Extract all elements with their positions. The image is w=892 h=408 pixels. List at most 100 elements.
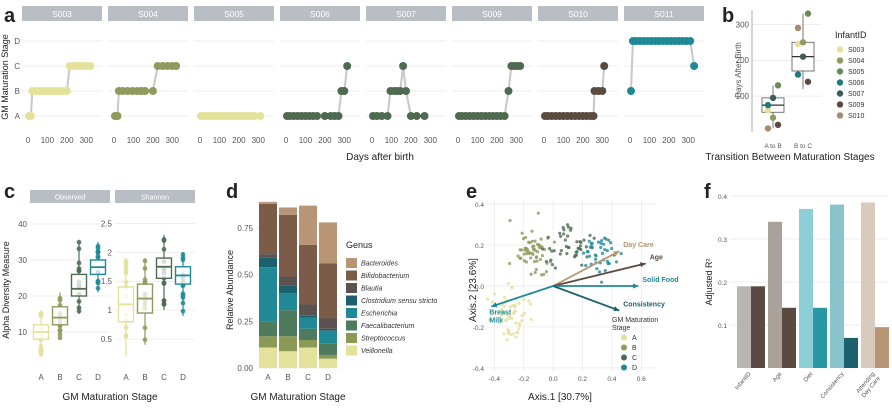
panel-e-point bbox=[486, 297, 490, 301]
panel-e-point bbox=[528, 302, 533, 306]
panel-d-bar-segment bbox=[319, 222, 337, 264]
panel-c-ytick: 2 bbox=[108, 248, 113, 257]
panel-d-bar-segment bbox=[259, 267, 277, 322]
panel-b-point-S004 bbox=[799, 39, 807, 46]
panel-c-chart: Alpha Diversity Measure Observed 10 20 30 40 A… bbox=[1, 190, 195, 403]
panel-a-xtick: 300 bbox=[510, 136, 524, 145]
panel-d-legend-label: Veillonella bbox=[361, 348, 393, 355]
panel-e-point bbox=[521, 237, 526, 241]
panel-e-ylabel: Axis.2 [23.6%] bbox=[468, 258, 479, 322]
panel-label-c: c bbox=[4, 181, 15, 203]
panel-a-point-S004 bbox=[172, 62, 181, 70]
panel-c-point bbox=[161, 301, 167, 307]
panel-c-point bbox=[123, 265, 129, 271]
panel-f-bar bbox=[737, 286, 751, 368]
panel-e-arrow-label-1: Age bbox=[650, 254, 663, 261]
panel-a-xtick: 300 bbox=[338, 136, 352, 145]
panel-e-point bbox=[513, 303, 517, 307]
panel-e-point bbox=[589, 242, 593, 246]
panel-b-legend-label: S005 bbox=[848, 69, 864, 76]
panel-a-strip-label-S009: S009 bbox=[482, 9, 502, 19]
panel-c-point bbox=[123, 325, 129, 330]
panel-a-strip-S009 bbox=[452, 6, 532, 21]
panel-e-point bbox=[520, 314, 524, 318]
panel-d-legend-swatch bbox=[346, 283, 357, 293]
panel-e-point bbox=[529, 317, 533, 321]
panel-e-point bbox=[522, 252, 526, 256]
panel-e-point bbox=[532, 247, 536, 251]
panel-e-legend-label: C bbox=[632, 355, 637, 362]
panel-c-strip-label: Observed bbox=[55, 195, 85, 202]
panel-c-point bbox=[142, 337, 148, 343]
panel-e-point bbox=[502, 310, 506, 314]
panel-a-strip-label-S004: S004 bbox=[138, 9, 158, 19]
panel-a-point-S007 bbox=[377, 112, 386, 120]
panel-e-point bbox=[509, 332, 513, 337]
panel-a-xtick: 100 bbox=[643, 136, 657, 145]
panel-e-point bbox=[532, 259, 537, 264]
panel-e-chart: -0.4 -0.2 0.0 0.2 0.4 0.6 -0.4 -0.2 0.0 0.2 0.4 Day… bbox=[468, 200, 679, 403]
panel-b-legend-swatch bbox=[836, 68, 844, 75]
panel-e-point bbox=[519, 256, 523, 260]
panel-a-xtick: 300 bbox=[424, 136, 438, 145]
panel-d-ytick: 0.75 bbox=[237, 224, 253, 233]
panel-d-bar-segment bbox=[299, 315, 317, 318]
panel-e-arrow-label-2: Solid Food bbox=[642, 277, 678, 284]
panel-d-legend-swatch bbox=[346, 308, 357, 318]
panel-a-strip-label-S011: S011 bbox=[654, 9, 673, 19]
panel-c-xtick: B bbox=[57, 373, 62, 382]
panel-f-bar bbox=[861, 202, 875, 368]
panel-a-point-S007 bbox=[399, 62, 408, 70]
panel-a-point-S007 bbox=[420, 112, 429, 120]
panel-b-legend-label: S010 bbox=[848, 113, 864, 120]
panel-a-stage-tick-A: A bbox=[15, 112, 21, 121]
panel-e-point bbox=[552, 240, 557, 244]
panel-e-legend-swatch bbox=[621, 364, 627, 371]
panel-a-xtick: 200 bbox=[146, 136, 160, 145]
panel-e-point bbox=[567, 245, 571, 250]
panel-e-point bbox=[517, 322, 521, 326]
panel-a-strip-S005 bbox=[194, 6, 274, 21]
panel-e-point bbox=[572, 255, 577, 259]
panel-e-point bbox=[503, 304, 507, 308]
panel-e-point bbox=[603, 269, 607, 273]
panel-b-point-S005 bbox=[804, 10, 812, 17]
panel-c-ytick: 2.5 bbox=[101, 219, 113, 228]
panel-e-point bbox=[562, 232, 566, 236]
panel-e-point bbox=[533, 239, 537, 243]
panel-e-point bbox=[506, 328, 510, 332]
panel-e-point bbox=[594, 257, 598, 261]
panel-c-point bbox=[57, 331, 63, 337]
panel-e-point bbox=[536, 250, 540, 254]
panel-d-ytick: 0.00 bbox=[237, 364, 253, 373]
panel-a-point-S011 bbox=[627, 87, 635, 95]
panel-e-point bbox=[587, 254, 592, 258]
panel-c-xtick: A bbox=[38, 373, 44, 382]
panel-e-point bbox=[534, 267, 538, 272]
panel-a-xtick: 300 bbox=[166, 136, 180, 145]
panel-d-bar-segment bbox=[299, 328, 317, 340]
panel-e-point bbox=[566, 234, 570, 238]
panel-e-point bbox=[506, 281, 510, 286]
panel-b-xtick: B to C bbox=[794, 143, 812, 150]
panel-b-legend-label: S004 bbox=[848, 58, 864, 65]
panel-a-stage-tick-C: C bbox=[14, 62, 20, 71]
panel-e-point bbox=[508, 305, 512, 309]
panel-d-legend-label: Faecalibacterium bbox=[361, 323, 414, 330]
panel-e-xtick: 0.4 bbox=[607, 376, 616, 383]
panel-b-legend-label: S009 bbox=[848, 102, 864, 109]
panel-e-ytick: 0.0 bbox=[475, 284, 484, 291]
panel-e-point bbox=[575, 240, 579, 244]
panel-a-strip-label-S006: S006 bbox=[310, 9, 330, 19]
panel-b-legend-title: InfantID bbox=[835, 30, 867, 40]
panel-c-xtick: C bbox=[76, 373, 82, 382]
panel-f-xtick: Age bbox=[772, 371, 784, 384]
panel-c-xtick: B bbox=[142, 373, 147, 382]
panel-b-point-S009 bbox=[774, 121, 782, 129]
panel-c-strip-Shannon bbox=[115, 190, 195, 203]
panel-d-bar-segment bbox=[259, 203, 277, 255]
panel-a-xtick: 100 bbox=[213, 136, 227, 145]
panel-a-xtick: 300 bbox=[252, 136, 266, 145]
panel-c-point bbox=[123, 333, 129, 338]
